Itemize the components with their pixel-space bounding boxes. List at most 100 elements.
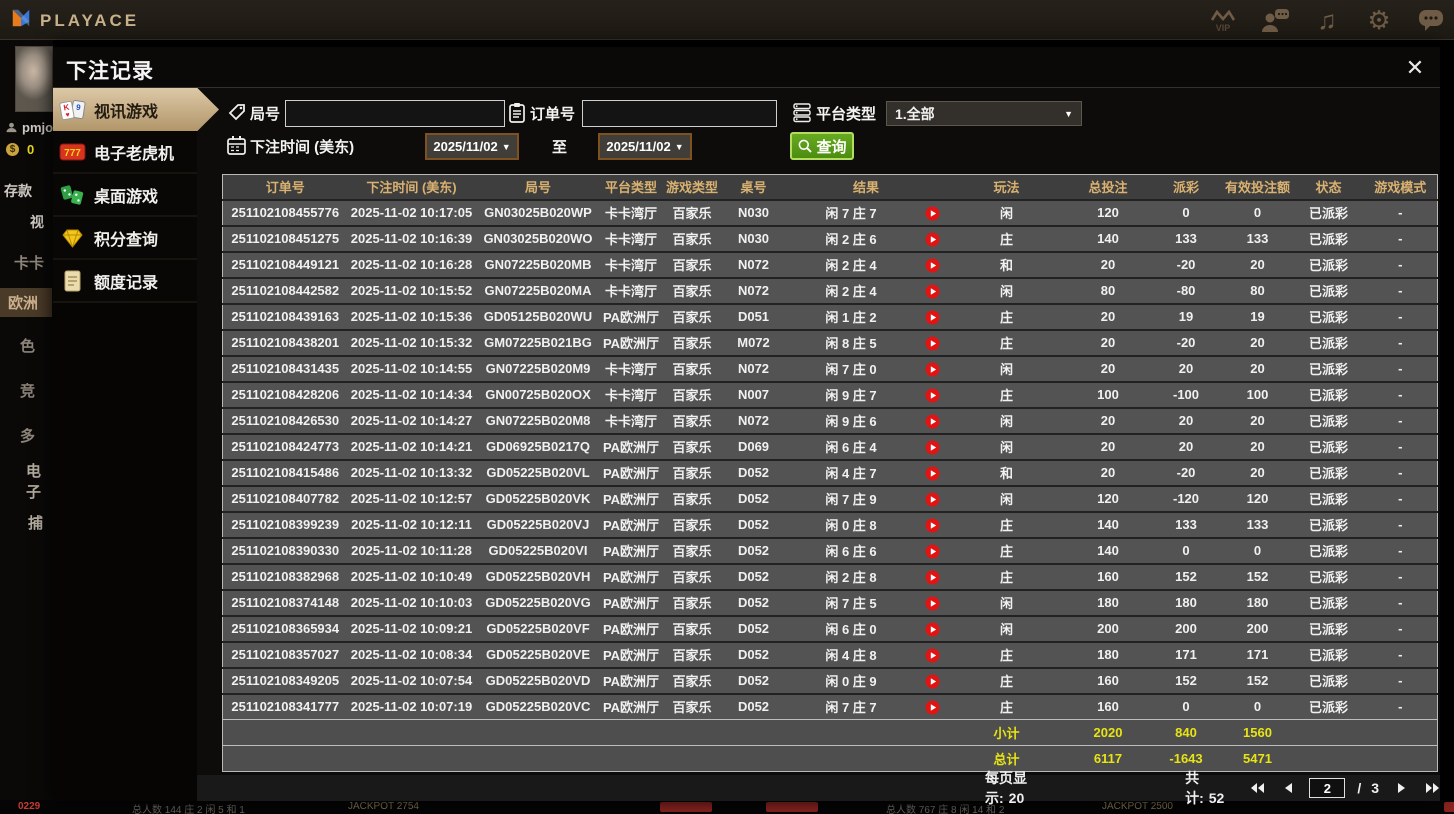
- vip-icon[interactable]: VIP: [1208, 5, 1238, 35]
- cell-payout: 133: [1175, 517, 1197, 532]
- round-input[interactable]: [285, 100, 505, 127]
- play-button[interactable]: [918, 460, 948, 486]
- close-icon[interactable]: ✕: [1405, 55, 1425, 80]
- cell-result: 闲 7 庄 9: [825, 492, 877, 507]
- play-button[interactable]: [918, 512, 948, 538]
- cell-play-type: 闲: [1000, 492, 1014, 507]
- play-button[interactable]: [918, 200, 948, 226]
- date-to-picker[interactable]: 2025/11/02 ▼: [598, 133, 692, 160]
- play-button[interactable]: [918, 434, 948, 460]
- cell-order-id: 251102108442582: [231, 283, 340, 298]
- cell-result: 闲 6 庄 6: [825, 544, 877, 559]
- cell-order-id: 251102108428206: [231, 387, 340, 402]
- cell-game-type: 百家乐: [672, 518, 712, 533]
- page-number-input[interactable]: [1309, 778, 1346, 798]
- sidebar-item-label: 额度记录: [94, 274, 159, 292]
- play-button[interactable]: [918, 538, 948, 564]
- sidebar-item-points[interactable]: 积分查询: [53, 217, 197, 260]
- bg-menu-se: 色: [20, 338, 36, 355]
- sidebar-item-slots[interactable]: 777 电子老虎机: [53, 131, 197, 174]
- chat-icon[interactable]: [1416, 5, 1446, 35]
- cell-valid-bet: 80: [1250, 283, 1265, 298]
- cell-play-type: 和: [1000, 258, 1014, 273]
- play-button[interactable]: [918, 278, 948, 304]
- play-button[interactable]: [918, 356, 948, 382]
- cell-payout: 0: [1182, 543, 1190, 558]
- music-icon[interactable]: ♫: [1317, 5, 1337, 35]
- play-button[interactable]: [918, 642, 948, 668]
- cell-order-id: 251102108341777: [231, 699, 340, 715]
- cell-total-bet: 80: [1100, 283, 1116, 298]
- per-page-label: 每页显示: 20: [985, 770, 1027, 806]
- cell-result: 闲 2 庄 6: [825, 232, 877, 247]
- cell-valid-bet: 20: [1250, 439, 1265, 454]
- platform-select[interactable]: 1.全部 ▼: [886, 101, 1082, 126]
- avatar: [15, 46, 53, 112]
- cell-table-no: N007: [737, 387, 770, 402]
- header-round-id: 局号: [475, 174, 601, 200]
- next-page-button[interactable]: [1397, 782, 1407, 794]
- slot-777-icon: 777: [59, 140, 86, 164]
- cell-game-mode: -: [1398, 231, 1403, 246]
- bg-menu-europe: 欧洲: [0, 288, 53, 317]
- table-row: 251102108439163 2025-11-02 10:15:36 GD0512…: [222, 303, 1438, 330]
- table-row: 251102108365934 2025-11-02 10:09:21 GD0522…: [222, 615, 1438, 642]
- cell-game-mode: -: [1398, 257, 1403, 272]
- cell-round-id: GN07225B020MB: [484, 257, 592, 272]
- order-input[interactable]: [582, 100, 777, 127]
- last-page-button[interactable]: [1425, 782, 1440, 794]
- cell-platform: PA欧洲厅: [602, 310, 660, 325]
- settings-icon[interactable]: ⚙: [1367, 5, 1391, 35]
- cell-round-id: GD05225B020VI: [488, 543, 588, 558]
- bg-bottom-badge: [1444, 802, 1454, 812]
- play-button[interactable]: [918, 668, 948, 694]
- support-icon[interactable]: [1260, 5, 1290, 35]
- cell-bet-time: 2025-11-02 10:14:55: [350, 361, 473, 376]
- play-button[interactable]: [918, 486, 948, 512]
- prev-page-button[interactable]: [1283, 782, 1293, 794]
- date-from-picker[interactable]: 2025/11/02 ▼: [425, 133, 519, 160]
- cell-payout: 171: [1175, 647, 1197, 662]
- cell-status: 已派彩: [1309, 232, 1349, 247]
- cell-payout: 200: [1175, 621, 1197, 636]
- play-button[interactable]: [918, 694, 948, 720]
- cell-game-mode: -: [1398, 283, 1403, 298]
- total-pages: 3: [1371, 780, 1379, 796]
- background-bottom-strip: 0229 总人数 144 庄 2 闲 5 和 1 JACKPOT 2754 总人…: [0, 800, 1454, 814]
- cell-play-type: 庄: [1000, 648, 1014, 663]
- cell-payout: 20: [1178, 361, 1194, 376]
- play-button[interactable]: [918, 564, 948, 590]
- chevron-down-icon: ▼: [1064, 108, 1073, 119]
- cell-round-id: GD05225B020VL: [486, 465, 590, 480]
- cell-status: 已派彩: [1309, 648, 1349, 663]
- cell-payout: 133: [1175, 231, 1197, 246]
- cell-bet-time: 2025-11-02 10:15:36: [350, 309, 473, 324]
- first-page-button[interactable]: [1250, 782, 1265, 794]
- cell-game-type: 百家乐: [672, 414, 712, 429]
- cell-round-id: GD05225B020VE: [485, 647, 591, 662]
- cell-play-type: 和: [1000, 466, 1014, 481]
- play-button[interactable]: [918, 590, 948, 616]
- play-button[interactable]: [918, 330, 948, 356]
- header-game-type: 游戏类型: [661, 174, 723, 200]
- cell-round-id: GD06925B0217Q: [485, 439, 591, 454]
- cell-payout: 152: [1175, 569, 1197, 584]
- play-button[interactable]: [918, 408, 948, 434]
- play-button[interactable]: [918, 382, 948, 408]
- sidebar-item-video-games[interactable]: 9 K ♥ 视讯游戏: [53, 88, 219, 131]
- play-button[interactable]: [918, 616, 948, 642]
- cell-order-id: 251102108426530: [231, 413, 340, 428]
- sidebar-item-table-games[interactable]: 桌面游戏: [53, 174, 197, 217]
- play-button[interactable]: [918, 304, 948, 330]
- cell-status: 已派彩: [1309, 492, 1349, 507]
- table-row: 251102108390330 2025-11-02 10:11:28 GD0522…: [222, 537, 1438, 564]
- sidebar-item-credit-records[interactable]: 额度记录: [53, 260, 197, 303]
- svg-text:♥: ♥: [65, 111, 70, 119]
- cell-table-no: N072: [737, 413, 770, 428]
- query-button[interactable]: 查询: [790, 132, 854, 160]
- cell-status: 已派彩: [1309, 622, 1349, 637]
- cell-total-bet: 200: [1097, 621, 1119, 636]
- subtotal-row: 小计 2020 840 1560: [222, 719, 1438, 746]
- play-button[interactable]: [918, 252, 948, 278]
- play-button[interactable]: [918, 226, 948, 252]
